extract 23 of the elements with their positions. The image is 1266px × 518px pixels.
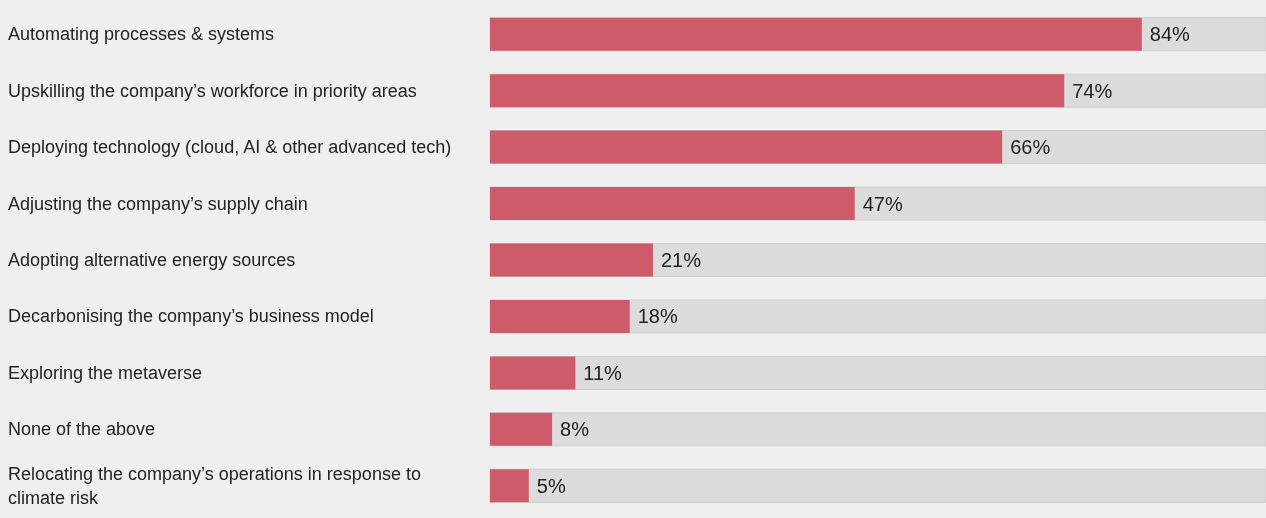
bar xyxy=(490,299,630,333)
y-tick-label: Exploring the metaverse xyxy=(8,362,203,383)
y-tick-label: Relocating the company’s operations in response to climate risk xyxy=(8,463,426,508)
y-tick-label: Adopting alternative energy sources xyxy=(8,250,296,270)
data-label: 66% xyxy=(1010,136,1051,159)
y-tick-label: Automating processes & systems xyxy=(8,24,275,45)
y-tick-label: Decarbonising the company’s business model xyxy=(8,306,374,327)
data-label: 8% xyxy=(560,418,590,441)
bar xyxy=(490,412,553,446)
bar xyxy=(490,469,529,503)
data-label: 74% xyxy=(1072,79,1113,102)
data-label: 47% xyxy=(862,192,903,215)
bar xyxy=(490,356,576,390)
bar xyxy=(490,243,653,277)
data-label: 21% xyxy=(660,249,702,271)
y-tick-label: None of the above xyxy=(8,419,156,440)
y-tick-label: Upskilling the company’s workforce in priority areas xyxy=(8,80,417,101)
data-label: 5% xyxy=(536,474,566,497)
data-label: 84% xyxy=(1149,23,1191,46)
y-tick-label: Deploying technology (cloud, AI & other advanced tech) xyxy=(8,137,452,158)
y-tick-label: Adjusting the company’s supply chain xyxy=(8,193,308,214)
data-label: 11% xyxy=(583,361,623,384)
data-label: 18% xyxy=(637,305,678,328)
